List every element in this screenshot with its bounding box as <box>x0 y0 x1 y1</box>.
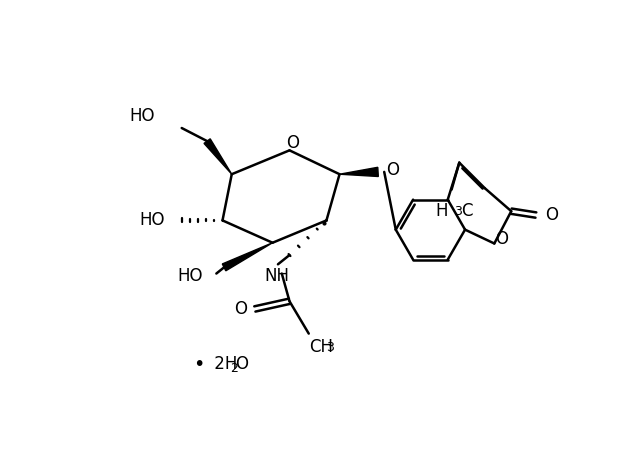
Text: CH: CH <box>310 338 333 356</box>
Text: O: O <box>286 133 299 152</box>
Text: 2: 2 <box>230 362 238 375</box>
Text: O: O <box>386 161 399 179</box>
Polygon shape <box>204 139 232 174</box>
Text: O: O <box>545 206 558 224</box>
Polygon shape <box>222 243 273 271</box>
Text: O: O <box>495 230 509 248</box>
Text: HO: HO <box>129 108 155 125</box>
Text: H: H <box>435 202 448 220</box>
Text: O: O <box>234 300 247 318</box>
Text: 2H: 2H <box>209 355 237 373</box>
Polygon shape <box>340 167 378 177</box>
Text: NH: NH <box>264 267 289 285</box>
Text: O: O <box>236 355 248 373</box>
Text: HO: HO <box>140 212 164 229</box>
Text: HO: HO <box>178 267 204 285</box>
Text: 3: 3 <box>454 205 462 218</box>
Text: 3: 3 <box>326 341 333 354</box>
Text: C: C <box>461 202 473 220</box>
Text: •: • <box>193 355 204 374</box>
